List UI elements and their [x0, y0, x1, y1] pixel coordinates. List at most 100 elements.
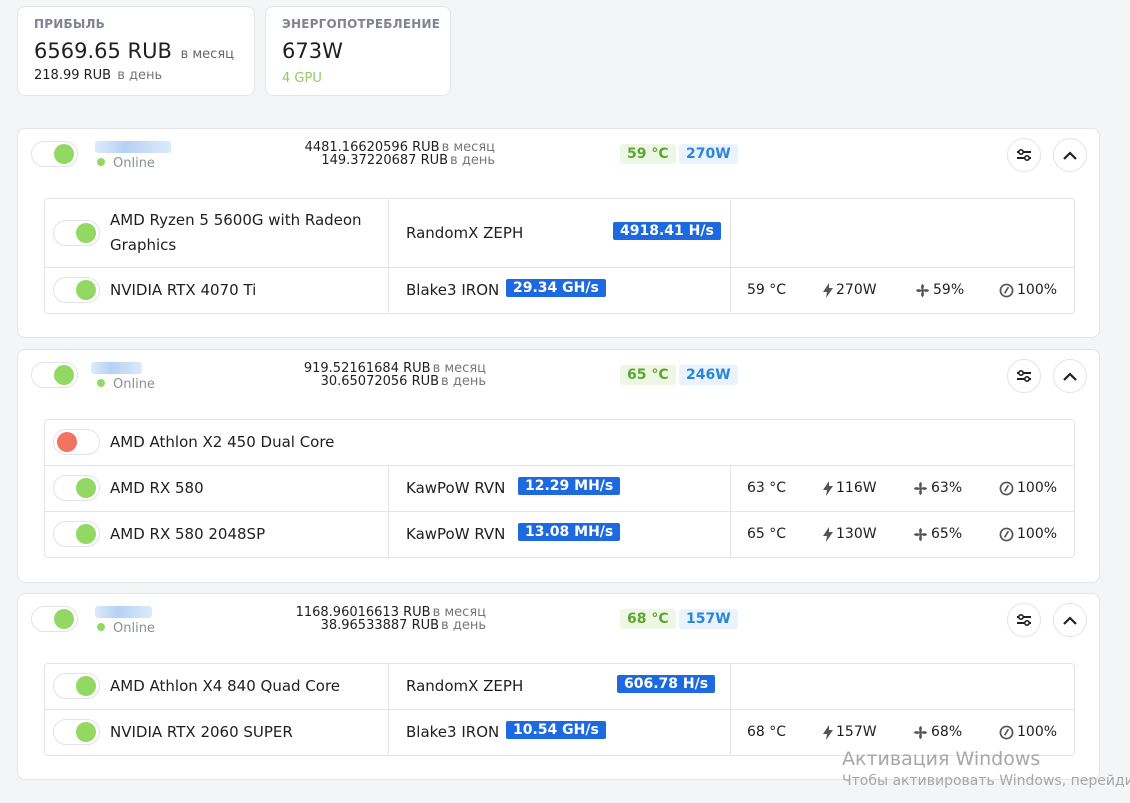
- profit-daily: 218.99 RUB в день: [34, 68, 238, 83]
- rig-status: Online: [97, 377, 155, 392]
- device-row: AMD Ryzen 5 5600G with Radeon Graphics R…: [45, 199, 1074, 268]
- device-temp: 63 °C: [747, 480, 787, 496]
- gauge-icon: [999, 527, 1014, 541]
- profit-monthly-unit: в месяц: [180, 47, 234, 62]
- earn-day-unit: в день: [441, 374, 486, 389]
- windows-activation-hint: Чтобы активировать Windows, перейдите: [842, 773, 1130, 789]
- device-row: AMD RX 580 2048SP KawPoW RVN 13.08 MH/s …: [45, 512, 1074, 557]
- device-power: 130W: [823, 526, 877, 542]
- fan-icon: [913, 481, 928, 495]
- rig-earnings: 4481.16620596 RUB в месяц 149.37220687 RU…: [245, 141, 495, 167]
- collapse-button[interactable]: [1053, 359, 1087, 393]
- device-load: 100%: [999, 480, 1057, 496]
- device-toggle[interactable]: [53, 719, 100, 745]
- device-fan: 63%: [913, 480, 962, 496]
- collapse-button[interactable]: [1053, 138, 1087, 172]
- earn-month: 4481.16620596 RUB в месяц: [245, 141, 495, 154]
- earn-month-value: 4481.16620596 RUB: [304, 140, 440, 155]
- device-row: NVIDIA RTX 2060 SUPER Blake3 IRON 10.54 …: [45, 710, 1074, 755]
- profit-label: ПРИБЫЛЬ: [34, 17, 105, 31]
- device-load: 100%: [999, 526, 1057, 542]
- power-label: ЭНЕРГОПОТРЕБЛЕНИЕ: [282, 17, 441, 31]
- device-temp: 59 °C: [747, 282, 787, 298]
- rig-name-redacted: [95, 141, 171, 153]
- rig-status: Online: [97, 621, 155, 636]
- profit-monthly-value: 6569.65 RUB: [34, 39, 172, 63]
- earn-month-unit: в месяц: [432, 361, 486, 376]
- online-dot: [97, 623, 105, 631]
- device-name: AMD Athlon X2 450 Dual Core: [110, 433, 335, 451]
- rig-toggle[interactable]: [31, 141, 78, 167]
- chevron-up-icon: [1063, 615, 1077, 625]
- chevron-up-icon: [1063, 371, 1077, 381]
- gauge-icon: [999, 283, 1014, 297]
- rig-toggle[interactable]: [31, 606, 78, 632]
- earn-day-unit: в день: [441, 618, 486, 633]
- settings-button[interactable]: [1007, 359, 1041, 393]
- device-fan: 68%: [913, 724, 962, 740]
- online-dot: [97, 379, 105, 387]
- chevron-up-icon: [1063, 150, 1077, 160]
- device-name: AMD Ryzen 5 5600G with Radeon Graphics: [110, 211, 362, 254]
- algo-name: KawPoW RVN: [406, 525, 506, 543]
- device-name: AMD RX 580 2048SP: [110, 525, 266, 543]
- device-toggle[interactable]: [53, 521, 100, 547]
- earn-month: 919.52161684 RUB в месяц: [236, 362, 486, 375]
- fan-icon: [913, 725, 928, 739]
- rig-name-redacted: [91, 362, 142, 374]
- rig-status: Online: [97, 156, 155, 171]
- profit-monthly: 6569.65 RUB в месяц: [34, 39, 238, 63]
- earn-day-value: 38.96533887 RUB: [320, 618, 440, 633]
- hashrate-badge: 10.54 GH/s: [506, 721, 606, 739]
- earn-month-value: 1168.96016613 RUB: [295, 605, 431, 620]
- algo-name: RandomX ZEPH: [406, 677, 524, 695]
- device-power: 116W: [823, 480, 877, 496]
- device-load: 100%: [999, 724, 1057, 740]
- device-toggle[interactable]: [53, 429, 100, 455]
- earn-day: 30.65072056 RUB в день: [236, 375, 486, 388]
- device-name: AMD Athlon X4 840 Quad Core: [110, 677, 341, 695]
- device-toggle[interactable]: [53, 475, 100, 501]
- rig-temp-badge: 68 °C: [620, 609, 676, 629]
- device-load: 100%: [999, 282, 1057, 298]
- device-name: NVIDIA RTX 4070 Ti: [110, 281, 257, 299]
- device-toggle[interactable]: [53, 220, 100, 246]
- lightning-icon: [823, 526, 833, 542]
- rig-power-badge: 246W: [679, 365, 738, 385]
- gauge-icon: [999, 481, 1014, 495]
- profit-card: ПРИБЫЛЬ 6569.65 RUB в месяц 218.99 RUB в…: [17, 6, 255, 96]
- profit-daily-unit: в день: [117, 68, 163, 83]
- settings-button[interactable]: [1007, 603, 1041, 637]
- earn-day-unit: в день: [450, 153, 495, 168]
- status-text: Online: [113, 377, 155, 392]
- device-row: AMD Athlon X4 840 Quad Core RandomX ZEPH…: [45, 664, 1074, 710]
- settings-button[interactable]: [1007, 138, 1041, 172]
- device-toggle[interactable]: [53, 277, 100, 303]
- device-table: AMD Athlon X2 450 Dual Core AMD RX 580 K…: [44, 419, 1075, 558]
- algo-name: Blake3 IRON: [406, 281, 500, 299]
- algo-name: Blake3 IRON: [406, 723, 500, 741]
- status-text: Online: [113, 621, 155, 636]
- device-row: AMD RX 580 KawPoW RVN 12.29 MH/s 63 °C 1…: [45, 466, 1074, 512]
- device-toggle[interactable]: [53, 673, 100, 699]
- rig-toggle[interactable]: [31, 362, 78, 388]
- earn-month: 1168.96016613 RUB в месяц: [236, 606, 486, 619]
- lightning-icon: [823, 282, 833, 298]
- device-power: 157W: [823, 724, 877, 740]
- online-dot: [97, 158, 105, 166]
- earn-month-value: 919.52161684 RUB: [303, 361, 431, 376]
- collapse-button[interactable]: [1053, 603, 1087, 637]
- device-fan: 59%: [915, 282, 964, 298]
- hashrate-badge: 13.08 MH/s: [518, 523, 621, 541]
- earn-month-unit: в месяц: [441, 140, 495, 155]
- windows-activation-title: Активация Windows: [842, 748, 1041, 770]
- algo-name: RandomX ZEPH: [406, 224, 524, 242]
- algo-name: KawPoW RVN: [406, 479, 506, 497]
- earn-day-value: 30.65072056 RUB: [320, 374, 440, 389]
- hashrate-badge: 4918.41 H/s: [613, 222, 721, 240]
- device-row: AMD Athlon X2 450 Dual Core: [45, 420, 1074, 466]
- device-name: NVIDIA RTX 2060 SUPER: [110, 723, 293, 741]
- fan-icon: [913, 527, 928, 541]
- device-table: AMD Athlon X4 840 Quad Core RandomX ZEPH…: [44, 663, 1075, 756]
- profit-daily-value: 218.99 RUB: [34, 68, 112, 83]
